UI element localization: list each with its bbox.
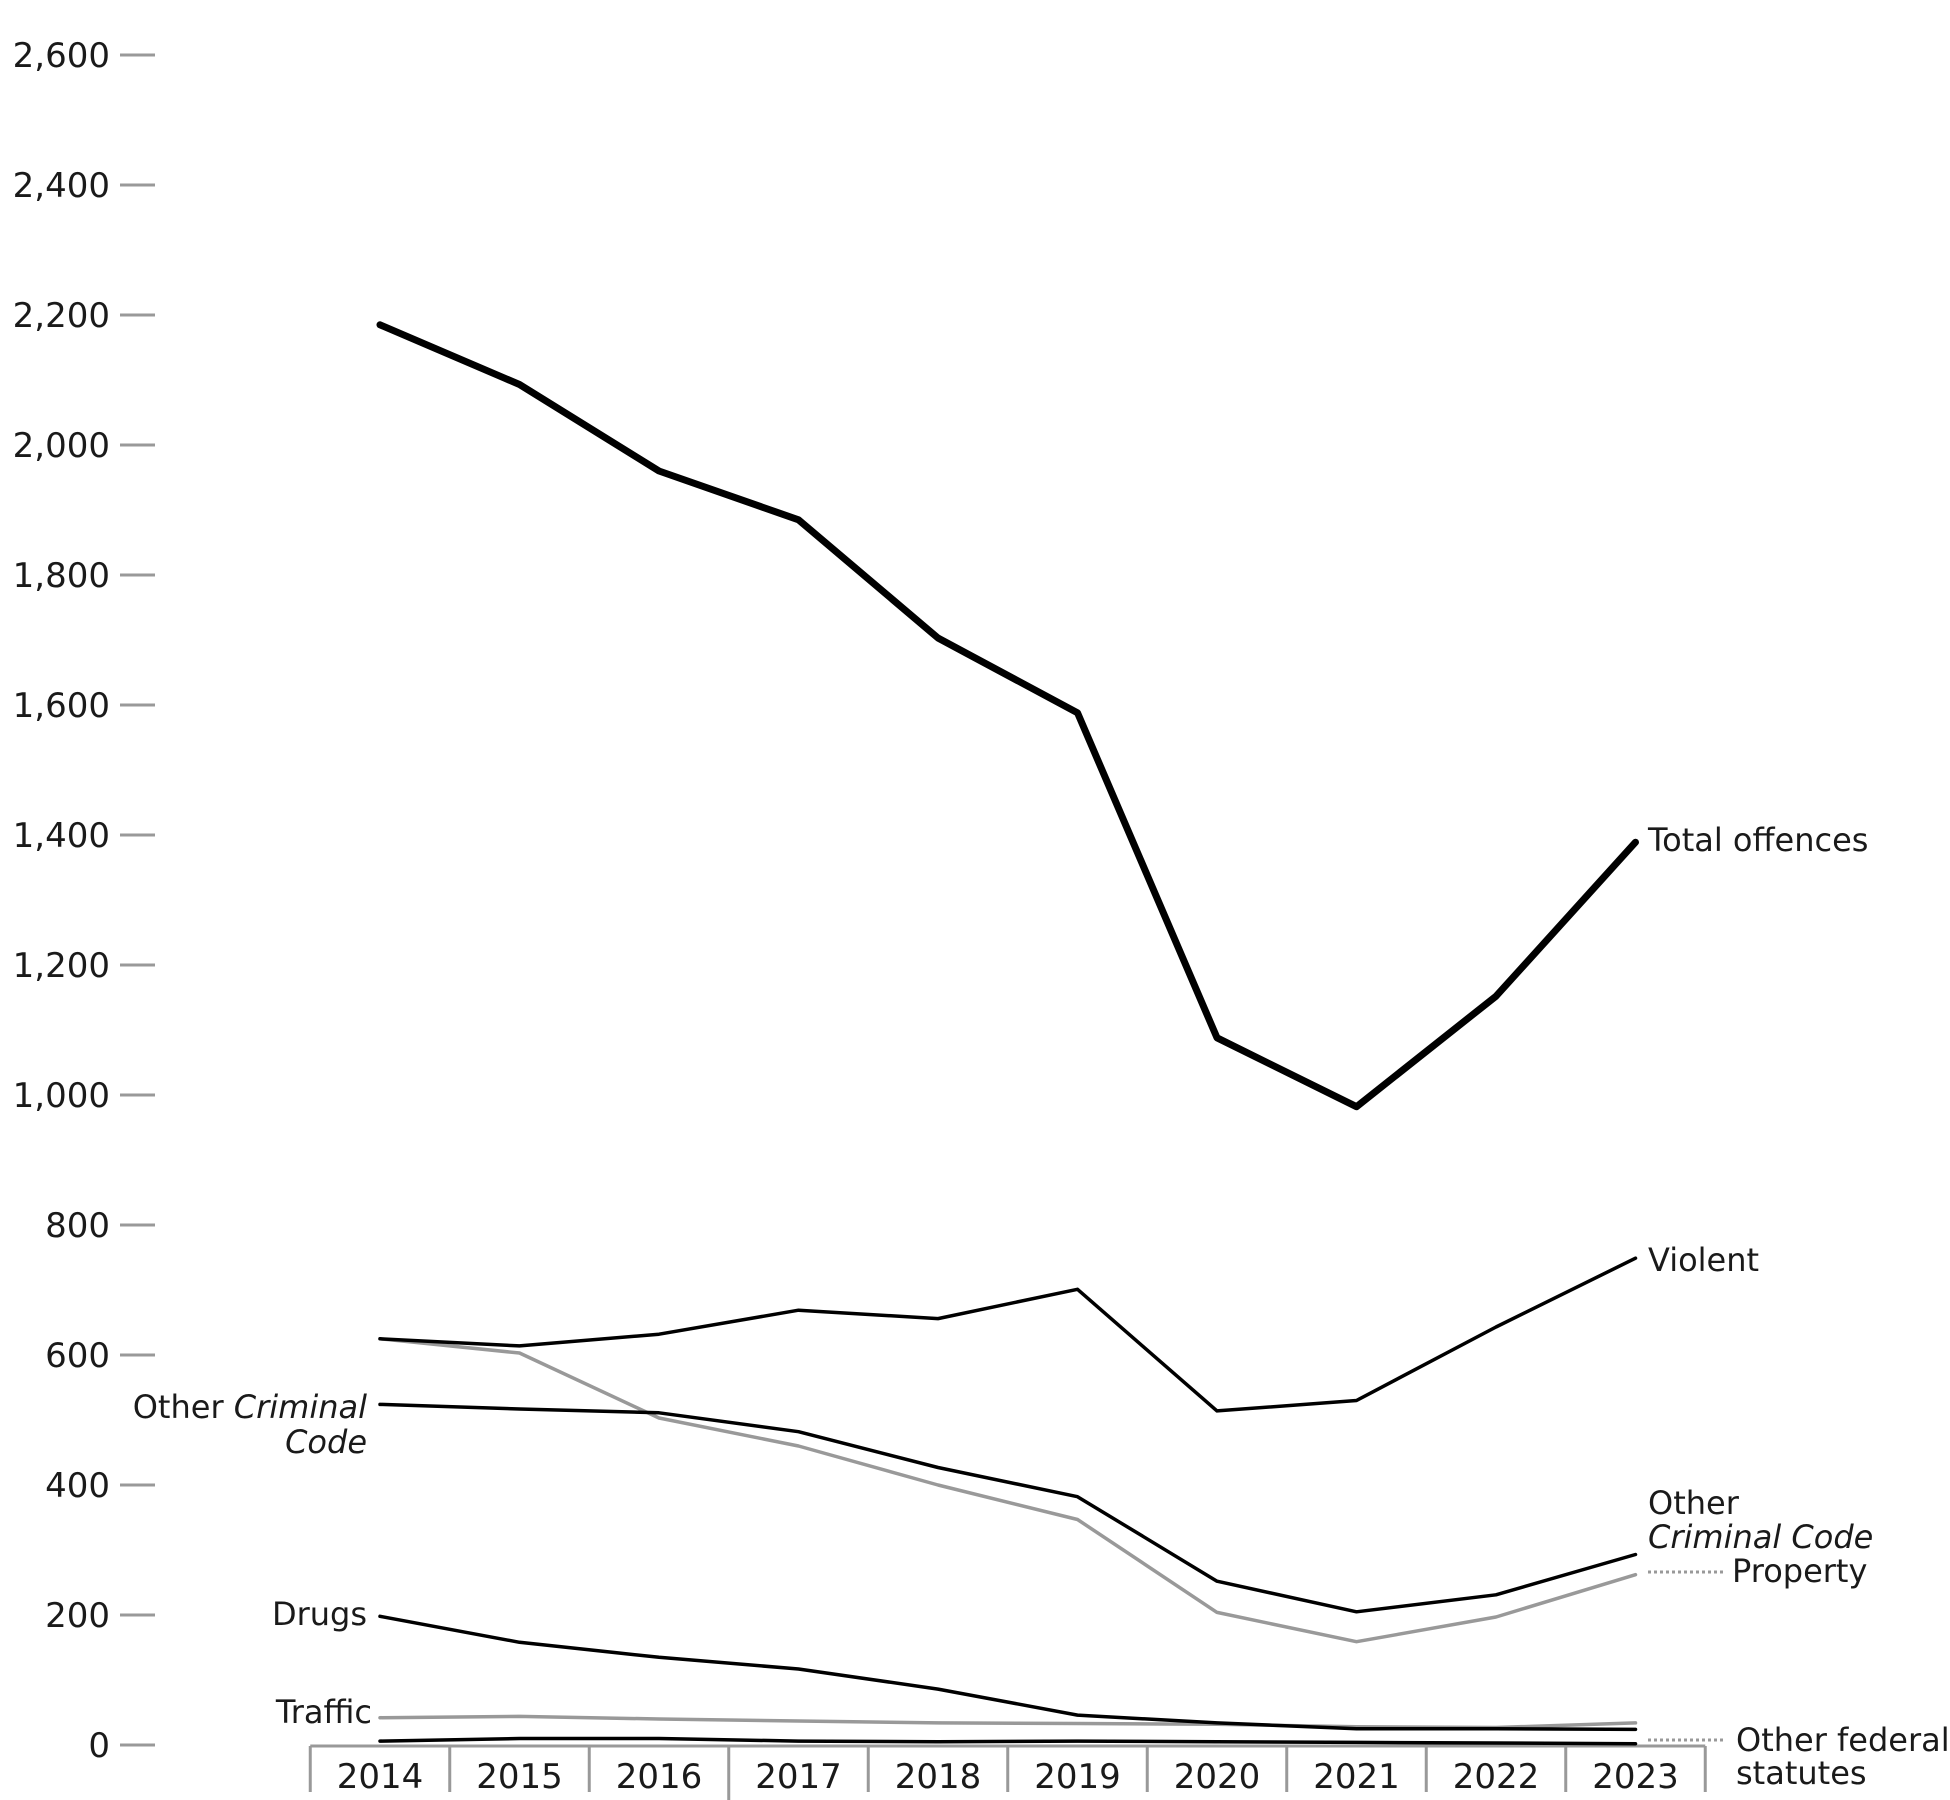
x-tick-label: 2019 — [1034, 1757, 1121, 1797]
y-tick-label: 1,600 — [13, 686, 110, 726]
label-other-criminal-code-right-line2: Criminal Code — [1648, 1518, 1873, 1556]
label-violent: Violent — [1648, 1241, 1759, 1279]
label-other-criminal-code-left-part1: Other — [133, 1388, 234, 1426]
y-axis: 0 200 400 600 800 1,000 1,200 1,400 1,600 1,800 2,… — [13, 36, 155, 1766]
x-tick-label: 2022 — [1453, 1757, 1540, 1797]
y-tick-label: 1,200 — [13, 946, 110, 986]
y-tick-label: 1,000 — [13, 1076, 110, 1116]
series-line-total — [376, 321, 1639, 1111]
y-tick-label: 0 — [88, 1726, 110, 1766]
y-tick-label: 1,800 — [13, 556, 110, 596]
x-tick-label: 2020 — [1174, 1757, 1261, 1797]
y-tick-label: 400 — [45, 1466, 110, 1506]
y-tick-label: 200 — [45, 1596, 110, 1636]
y-tick-label: 2,000 — [13, 426, 110, 466]
series-line-other-cc — [378, 1402, 1638, 1614]
series-line-violent — [378, 1256, 1638, 1413]
label-other-criminal-code-right: Other — [1648, 1484, 1740, 1522]
series-lines — [376, 321, 1639, 1746]
x-tick-label: 2023 — [1592, 1757, 1679, 1797]
y-tick-label: 2,600 — [13, 36, 110, 76]
x-tick-label: 2015 — [476, 1757, 563, 1797]
label-other-federal-statutes: Other federal — [1736, 1721, 1950, 1759]
x-tick-label: 2018 — [895, 1757, 982, 1797]
label-other-federal-statutes-line2: statutes — [1736, 1754, 1867, 1792]
y-tick-label: 2,400 — [13, 166, 110, 206]
series-line-traffic — [378, 1714, 1638, 1730]
label-other-criminal-code-left-line2: Code — [285, 1423, 367, 1461]
y-tick-label: 2,200 — [13, 296, 110, 336]
x-tick-label: 2017 — [755, 1757, 842, 1797]
label-total-offences: Total offences — [1647, 821, 1868, 859]
y-tick-label: 800 — [45, 1206, 110, 1246]
series-line-drugs — [378, 1614, 1638, 1732]
x-axis: 2014 2015 2016 2017 2018 2019 2020 2021 2022 2023 — [308, 1744, 1707, 1800]
label-other-criminal-code-left-part2: Criminal — [234, 1388, 367, 1426]
series-labels: Total offences Violent Other Criminal Co… — [133, 821, 1950, 1792]
x-tick-label: 2014 — [337, 1757, 424, 1797]
label-drugs: Drugs — [272, 1595, 367, 1633]
series-line-other-fed — [378, 1736, 1638, 1746]
y-tick-label: 1,400 — [13, 816, 110, 856]
label-property: Property — [1732, 1552, 1867, 1590]
label-other-criminal-code-left: Other Criminal — [133, 1388, 367, 1426]
series-line-property — [378, 1337, 1638, 1644]
y-tick-label: 600 — [45, 1336, 110, 1376]
x-tick-label: 2016 — [616, 1757, 703, 1797]
x-tick-label: 2021 — [1313, 1757, 1400, 1797]
label-traffic: Traffic — [275, 1693, 372, 1731]
